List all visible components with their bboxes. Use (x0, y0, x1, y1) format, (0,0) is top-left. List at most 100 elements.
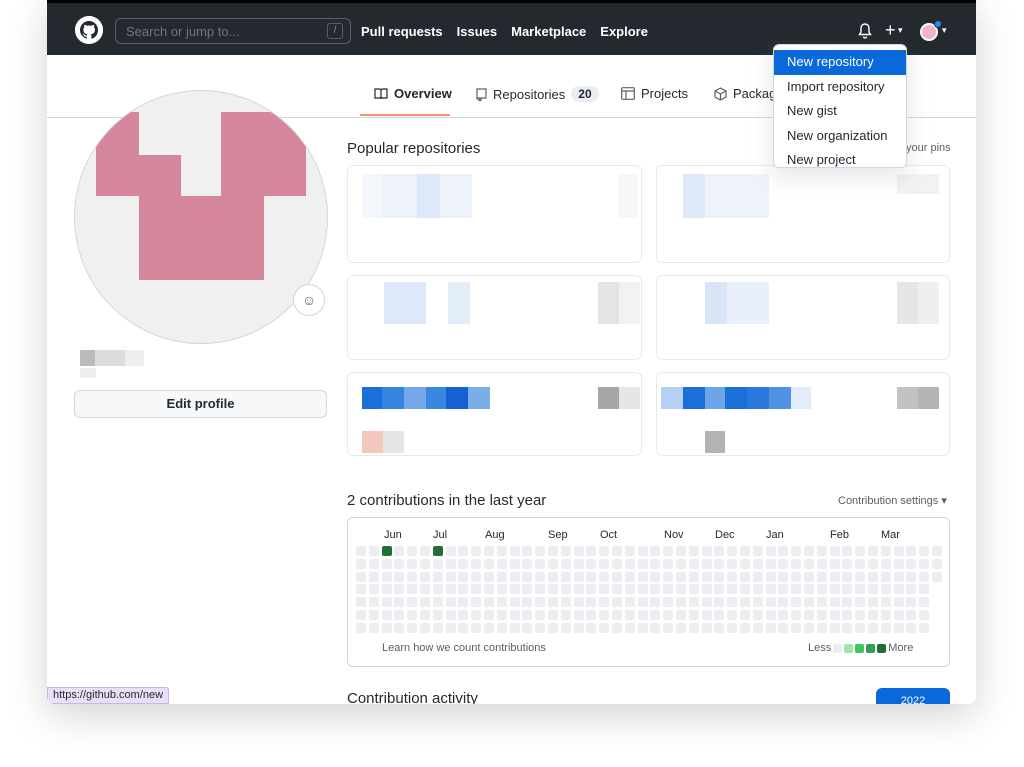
contribution-day[interactable] (727, 571, 738, 582)
contribution-day[interactable] (906, 571, 917, 582)
contribution-day[interactable] (816, 584, 827, 595)
contribution-day[interactable] (484, 571, 494, 582)
contribution-day[interactable] (394, 584, 405, 595)
contribution-day[interactable] (560, 558, 571, 569)
tab-repositories[interactable]: Repositories 20 (476, 86, 599, 102)
contribution-day[interactable] (573, 546, 584, 556)
tab-overview[interactable]: Overview (374, 86, 452, 101)
repo-card-6[interactable] (656, 372, 950, 456)
contribution-day[interactable] (752, 571, 763, 582)
contribution-day[interactable] (586, 584, 597, 595)
contribution-day[interactable] (829, 546, 840, 556)
contribution-day[interactable] (727, 546, 738, 556)
contribution-day[interactable] (624, 622, 635, 633)
contribution-day[interactable] (624, 584, 635, 595)
contribution-day[interactable] (701, 597, 712, 608)
contribution-day[interactable] (586, 610, 597, 620)
contribution-day[interactable] (688, 558, 699, 569)
bell-icon[interactable] (857, 22, 873, 40)
contribution-day[interactable] (919, 584, 930, 595)
contribution-day[interactable] (381, 558, 392, 569)
contribution-day[interactable] (573, 597, 584, 608)
contribution-day[interactable] (420, 571, 430, 582)
contribution-day[interactable] (855, 597, 866, 608)
contribution-day[interactable] (688, 546, 699, 556)
contribution-day[interactable] (919, 546, 930, 556)
contribution-day[interactable] (548, 571, 558, 582)
contribution-day[interactable] (573, 571, 584, 582)
contribution-day[interactable] (765, 610, 776, 620)
contribution-day[interactable] (688, 597, 699, 608)
contribution-day[interactable] (599, 546, 610, 556)
contribution-day[interactable] (855, 584, 866, 595)
contribution-day[interactable] (650, 571, 661, 582)
contribution-day[interactable] (816, 546, 827, 556)
contribution-day[interactable] (676, 597, 686, 608)
contribution-day[interactable] (356, 571, 366, 582)
contribution-day[interactable] (407, 584, 418, 595)
contribution-day[interactable] (778, 571, 789, 582)
contribution-day[interactable] (778, 610, 789, 620)
contribution-day[interactable] (663, 622, 674, 633)
contribution-day[interactable] (381, 597, 392, 608)
contribution-day[interactable] (445, 558, 456, 569)
contribution-day[interactable] (548, 558, 558, 569)
contribution-day[interactable] (637, 622, 648, 633)
contribution-day[interactable] (740, 610, 750, 620)
repo-card-2[interactable] (656, 165, 950, 263)
contribution-day[interactable] (906, 622, 917, 633)
contribution-day[interactable] (752, 558, 763, 569)
contribution-day[interactable] (676, 558, 686, 569)
contribution-day[interactable] (804, 584, 814, 595)
contribution-day[interactable] (356, 610, 366, 620)
contribution-day[interactable] (637, 558, 648, 569)
contribution-day[interactable] (381, 546, 392, 556)
contribution-day[interactable] (842, 597, 853, 608)
contribution-day[interactable] (740, 597, 750, 608)
contribution-day[interactable] (727, 584, 738, 595)
contribution-day[interactable] (432, 622, 443, 633)
year-2022-button[interactable]: 2022 (876, 688, 950, 704)
contribution-day[interactable] (560, 546, 571, 556)
contribution-day[interactable] (919, 558, 930, 569)
contribution-day[interactable] (612, 546, 622, 556)
contribution-day[interactable] (458, 622, 469, 633)
contribution-day[interactable] (752, 610, 763, 620)
contribution-day[interactable] (906, 584, 917, 595)
contribution-day[interactable] (714, 584, 725, 595)
contribution-day[interactable] (663, 571, 674, 582)
contribution-day[interactable] (586, 622, 597, 633)
contribution-day[interactable] (855, 558, 866, 569)
contribution-day[interactable] (893, 571, 904, 582)
tab-packages[interactable]: Packag (714, 86, 776, 101)
contribution-day[interactable] (906, 597, 917, 608)
contribution-day[interactable] (778, 558, 789, 569)
contribution-day[interactable] (560, 622, 571, 633)
contribution-day[interactable] (496, 584, 507, 595)
contribution-day[interactable] (765, 571, 776, 582)
contribution-day[interactable] (893, 622, 904, 633)
contribution-day[interactable] (612, 558, 622, 569)
contribution-day[interactable] (868, 622, 878, 633)
contribution-day[interactable] (804, 622, 814, 633)
contribution-day[interactable] (612, 622, 622, 633)
contribution-day[interactable] (573, 622, 584, 633)
contribution-day[interactable] (804, 610, 814, 620)
contribution-day[interactable] (791, 610, 802, 620)
contribution-day[interactable] (458, 571, 469, 582)
contribution-day[interactable] (701, 558, 712, 569)
contribution-day[interactable] (842, 558, 853, 569)
contribution-day[interactable] (740, 584, 750, 595)
contribution-day[interactable] (816, 558, 827, 569)
contribution-day[interactable] (394, 571, 405, 582)
contribution-day[interactable] (816, 597, 827, 608)
contribution-day[interactable] (714, 546, 725, 556)
contribution-day[interactable] (484, 546, 494, 556)
contribution-day[interactable] (637, 597, 648, 608)
contribution-day[interactable] (868, 597, 878, 608)
contribution-day[interactable] (663, 558, 674, 569)
create-new-menu-button[interactable]: + ▾ (885, 20, 903, 40)
contribution-day[interactable] (919, 610, 930, 620)
contribution-day[interactable] (471, 584, 482, 595)
contribution-day[interactable] (407, 546, 418, 556)
